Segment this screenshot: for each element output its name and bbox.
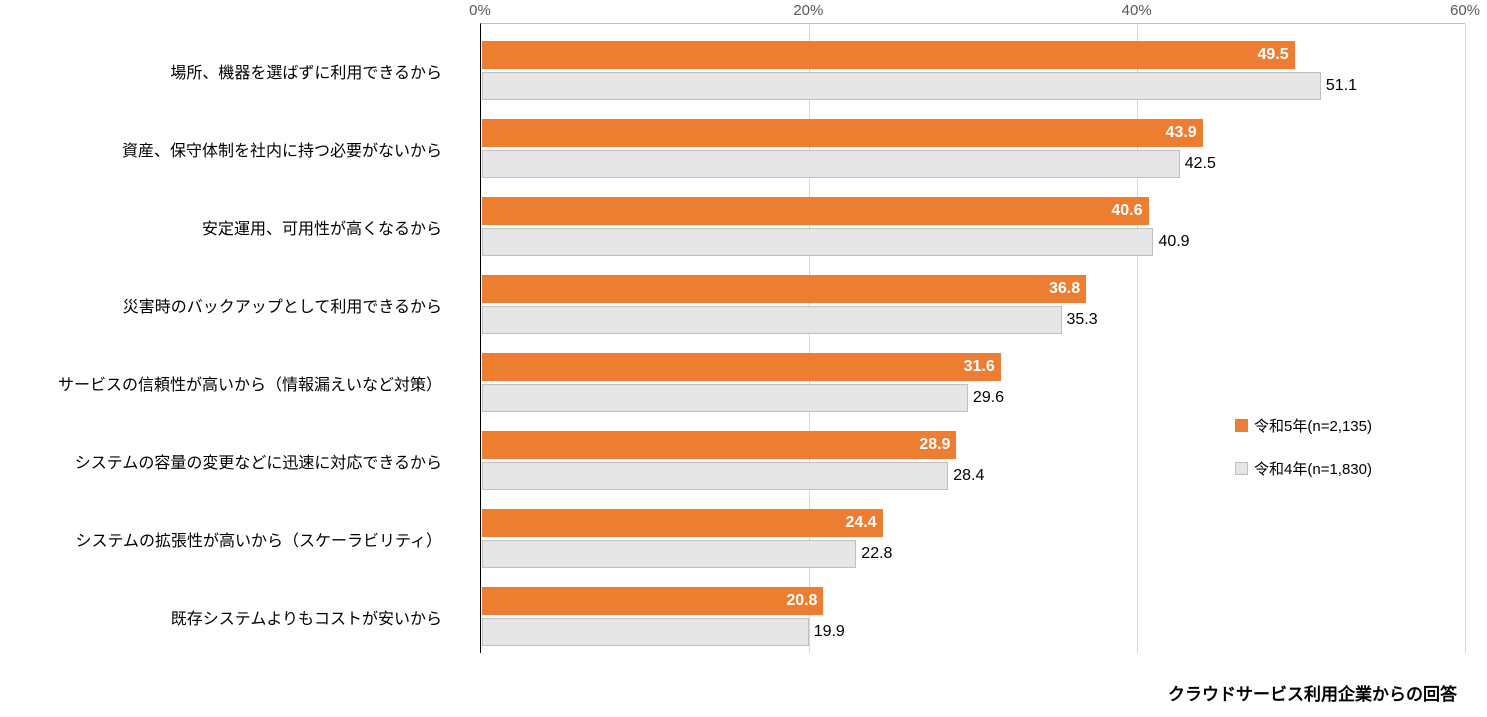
bar-value-label: 28.9 xyxy=(919,436,950,454)
bar-series-a: 31.6 xyxy=(482,353,1001,381)
category-label: 災害時のバックアップとして利用できるから xyxy=(0,293,450,317)
bar-value-label: 42.5 xyxy=(1179,155,1216,173)
category-label: 場所、機器を選ばずに利用できるから xyxy=(0,59,450,83)
legend-swatch xyxy=(1235,462,1248,475)
bar-series-b: 28.4 xyxy=(482,462,948,490)
category-row: 場所、機器を選ばずに利用できるから49.551.1 xyxy=(481,32,1465,110)
category-label: 既存システムよりもコストが安いから xyxy=(0,605,450,629)
chart-container: 0% 20% 40% 60% 場所、機器を選ばずに利用できるから 49.5 51.1 資産、… xyxy=(0,0,1487,717)
bar-value-label: 20.8 xyxy=(786,592,817,610)
x-axis-tick-label: 0% xyxy=(469,2,491,19)
category-label: 資産、保守体制を社内に持つ必要がないから xyxy=(0,137,450,161)
bar-value-label: 36.8 xyxy=(1049,280,1080,298)
category-label: サービスの信頼性が高いから（情報漏えいなど対策） xyxy=(0,371,450,395)
bar-value-label: 40.6 xyxy=(1111,202,1142,220)
bar-series-b: 19.9 xyxy=(482,618,809,646)
bar-series-a: 36.8 xyxy=(482,275,1086,303)
bar-value-label: 22.8 xyxy=(855,545,892,563)
bar-series-a: 24.4 xyxy=(482,509,883,537)
bar-series-a: 20.8 xyxy=(482,587,823,615)
legend: 令和5年(n=2,135) 令和4年(n=1,830) xyxy=(1235,415,1372,501)
category-label: 安定運用、可用性が高くなるから xyxy=(0,215,450,239)
footnote: クラウドサービス利用企業からの回答 xyxy=(1168,680,1457,705)
category-row: 安定運用、可用性が高くなるから40.640.9 xyxy=(481,188,1465,266)
legend-item: 令和5年(n=2,135) xyxy=(1235,415,1372,436)
plot-area: 場所、機器を選ばずに利用できるから49.551.1資産、保守体制を社内に持つ必要… xyxy=(480,23,1465,653)
bar-series-b: 51.1 xyxy=(482,72,1321,100)
bar-value-label: 51.1 xyxy=(1320,77,1357,95)
category-label: システムの拡張性が高いから（スケーラビリティ） xyxy=(0,527,450,551)
x-axis-labels: 0%20%40%60% xyxy=(480,0,1465,25)
bar-series-b: 22.8 xyxy=(482,540,856,568)
category-row: 既存システムよりもコストが安いから20.819.9 xyxy=(481,578,1465,656)
bar-value-label: 35.3 xyxy=(1061,311,1098,329)
bar-value-label: 28.4 xyxy=(947,467,984,485)
legend-label: 令和4年(n=1,830) xyxy=(1254,458,1372,479)
bar-value-label: 24.4 xyxy=(845,514,876,532)
legend-label: 令和5年(n=2,135) xyxy=(1254,415,1372,436)
bar-value-label: 43.9 xyxy=(1166,124,1197,142)
bar-series-b: 40.9 xyxy=(482,228,1153,256)
bar-series-a: 28.9 xyxy=(482,431,956,459)
gridline xyxy=(1465,24,1466,653)
category-row: 災害時のバックアップとして利用できるから36.835.3 xyxy=(481,266,1465,344)
x-axis-tick-label: 60% xyxy=(1450,2,1480,19)
x-axis-tick-label: 40% xyxy=(1122,2,1152,19)
bar-series-a: 43.9 xyxy=(482,119,1203,147)
bar-series-b: 42.5 xyxy=(482,150,1180,178)
bar-series-b: 29.6 xyxy=(482,384,968,412)
legend-item: 令和4年(n=1,830) xyxy=(1235,458,1372,479)
bar-value-label: 40.9 xyxy=(1152,233,1189,251)
bar-series-b: 35.3 xyxy=(482,306,1062,334)
bar-series-a: 40.6 xyxy=(482,197,1149,225)
category-row: 資産、保守体制を社内に持つ必要がないから43.942.5 xyxy=(481,110,1465,188)
category-row: システムの拡張性が高いから（スケーラビリティ）24.422.8 xyxy=(481,500,1465,578)
bar-series-a: 49.5 xyxy=(482,41,1295,69)
category-label: システムの容量の変更などに迅速に対応できるから xyxy=(0,449,450,473)
x-axis-tick-label: 20% xyxy=(793,2,823,19)
bar-value-label: 29.6 xyxy=(967,389,1004,407)
category-row: サービスの信頼性が高いから（情報漏えいなど対策）31.629.6 xyxy=(481,344,1465,422)
bar-value-label: 49.5 xyxy=(1257,46,1288,64)
bar-value-label: 31.6 xyxy=(964,358,995,376)
legend-swatch xyxy=(1235,419,1248,432)
bar-value-label: 19.9 xyxy=(808,623,845,641)
